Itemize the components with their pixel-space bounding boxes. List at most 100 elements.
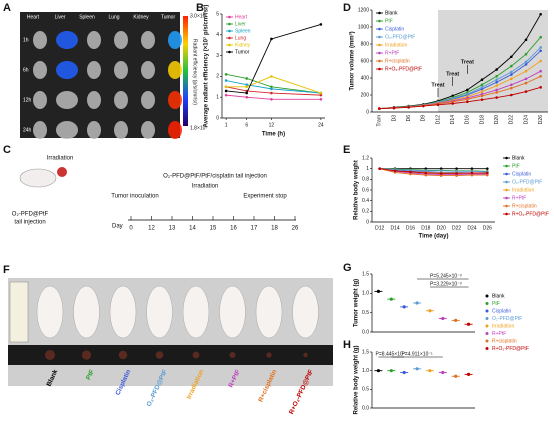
y-tick-label: 0.5 <box>362 387 369 393</box>
point <box>392 106 396 110</box>
column-label: Tumor <box>161 14 176 20</box>
y-tick-label: 1 <box>366 166 369 172</box>
x-tick-label: D6 <box>406 115 412 122</box>
y-tick-label: 0.4 <box>362 198 369 204</box>
point <box>480 90 484 93</box>
series-line <box>379 86 541 110</box>
point <box>466 100 469 104</box>
tumor <box>155 351 164 359</box>
legend-label: O₂-PFD@PtF <box>492 316 522 322</box>
row-label: 1h <box>23 37 29 43</box>
irradiation-label: Irradiation <box>47 156 74 162</box>
x-tick-label: D16 <box>465 115 471 124</box>
day-tick: 16 <box>230 226 237 232</box>
organ <box>141 121 155 139</box>
point <box>270 75 273 78</box>
point <box>539 59 542 63</box>
organ <box>87 31 101 49</box>
mean-dot <box>415 367 419 371</box>
p-value: P=5.245×10⁻³ <box>430 273 462 279</box>
mean-dot <box>466 372 471 376</box>
legend-label: Spleen <box>235 28 251 34</box>
y-tick-label: 600 <box>361 58 370 64</box>
point <box>470 173 474 177</box>
point <box>510 93 513 97</box>
y-tick-label: 400 <box>361 75 370 81</box>
point <box>451 102 454 105</box>
y-tick-label: 1.5 <box>362 349 369 355</box>
legend-marker <box>228 43 231 47</box>
mouse-icon <box>19 168 57 188</box>
point <box>524 60 528 64</box>
legend-label: Heart <box>235 14 248 20</box>
x-tick-label: D20 <box>494 115 500 124</box>
column-label: Lung <box>108 14 119 20</box>
legend-label: Blank <box>492 293 505 299</box>
column-label: Spleen <box>79 14 95 20</box>
day-label: Day <box>112 224 123 230</box>
point <box>407 106 410 109</box>
mean-dot <box>454 374 458 378</box>
radiation-icon <box>57 167 67 177</box>
legend-marker <box>378 35 381 39</box>
legend-label: R+O₂-PFD@PtF <box>492 346 529 352</box>
series-line <box>226 75 322 94</box>
point <box>378 107 381 110</box>
y-tick-label: 1.0 <box>362 291 369 297</box>
legend-marker <box>228 29 231 33</box>
series-line <box>379 168 488 177</box>
point <box>378 167 381 170</box>
point <box>495 75 498 78</box>
point <box>319 93 323 97</box>
column-label: Liver <box>55 14 66 20</box>
legend-marker <box>485 317 489 320</box>
x-tick-label: D16 <box>406 225 415 231</box>
group-label: PtF <box>85 369 96 381</box>
colorbar-label: Radiant efficiency (p/s/cm²/sr) <box>192 39 198 105</box>
y-tick-label: 0.5 <box>362 310 369 316</box>
point <box>319 97 323 101</box>
tumor-strip <box>8 345 333 365</box>
treat-label: O₂-PFD@PtF/PtF/cisplatin tail injection <box>163 174 267 180</box>
x-tick-label: D20 <box>437 225 446 231</box>
point <box>486 167 489 170</box>
legend-label: R+PtF <box>492 331 506 337</box>
y-tick-label: 4 <box>216 32 219 38</box>
legend-marker <box>505 204 508 208</box>
panel-label: A <box>3 2 11 14</box>
x-tick-label: D3 <box>391 115 397 122</box>
x-tick-label: D14 <box>450 115 456 124</box>
point <box>539 49 542 53</box>
p-value: P=8.445×10⁻¹ <box>376 351 408 357</box>
tumor <box>118 350 128 360</box>
organ <box>56 31 78 49</box>
tumor <box>229 352 236 358</box>
organ <box>56 91 78 109</box>
x-tick-label: D22 <box>452 225 461 231</box>
tumor <box>192 351 200 359</box>
organ <box>114 91 128 109</box>
y-tick-label: 200 <box>361 92 370 98</box>
legend-label: R+O₂-PFD@PtF <box>512 211 549 217</box>
annotation: Treat <box>461 59 474 65</box>
mouse <box>219 285 246 339</box>
mean-dot <box>441 370 445 375</box>
point <box>495 68 498 71</box>
legend-label: Kidney <box>235 42 251 48</box>
point <box>524 63 528 66</box>
point <box>470 171 474 175</box>
series-line <box>379 168 488 172</box>
legend-marker <box>505 188 508 192</box>
y-tick-label: 0 <box>366 109 369 115</box>
legend-marker <box>505 196 508 200</box>
legend-label: R+cisplatin <box>492 338 517 344</box>
mean-dot <box>376 369 381 373</box>
mouse <box>292 285 319 339</box>
point <box>510 73 513 76</box>
y-tick-label: 2 <box>216 74 219 80</box>
series-line <box>226 73 321 94</box>
point <box>524 52 528 56</box>
mean-dot <box>389 369 393 373</box>
row-label: 24h <box>23 127 32 133</box>
point <box>480 78 484 81</box>
